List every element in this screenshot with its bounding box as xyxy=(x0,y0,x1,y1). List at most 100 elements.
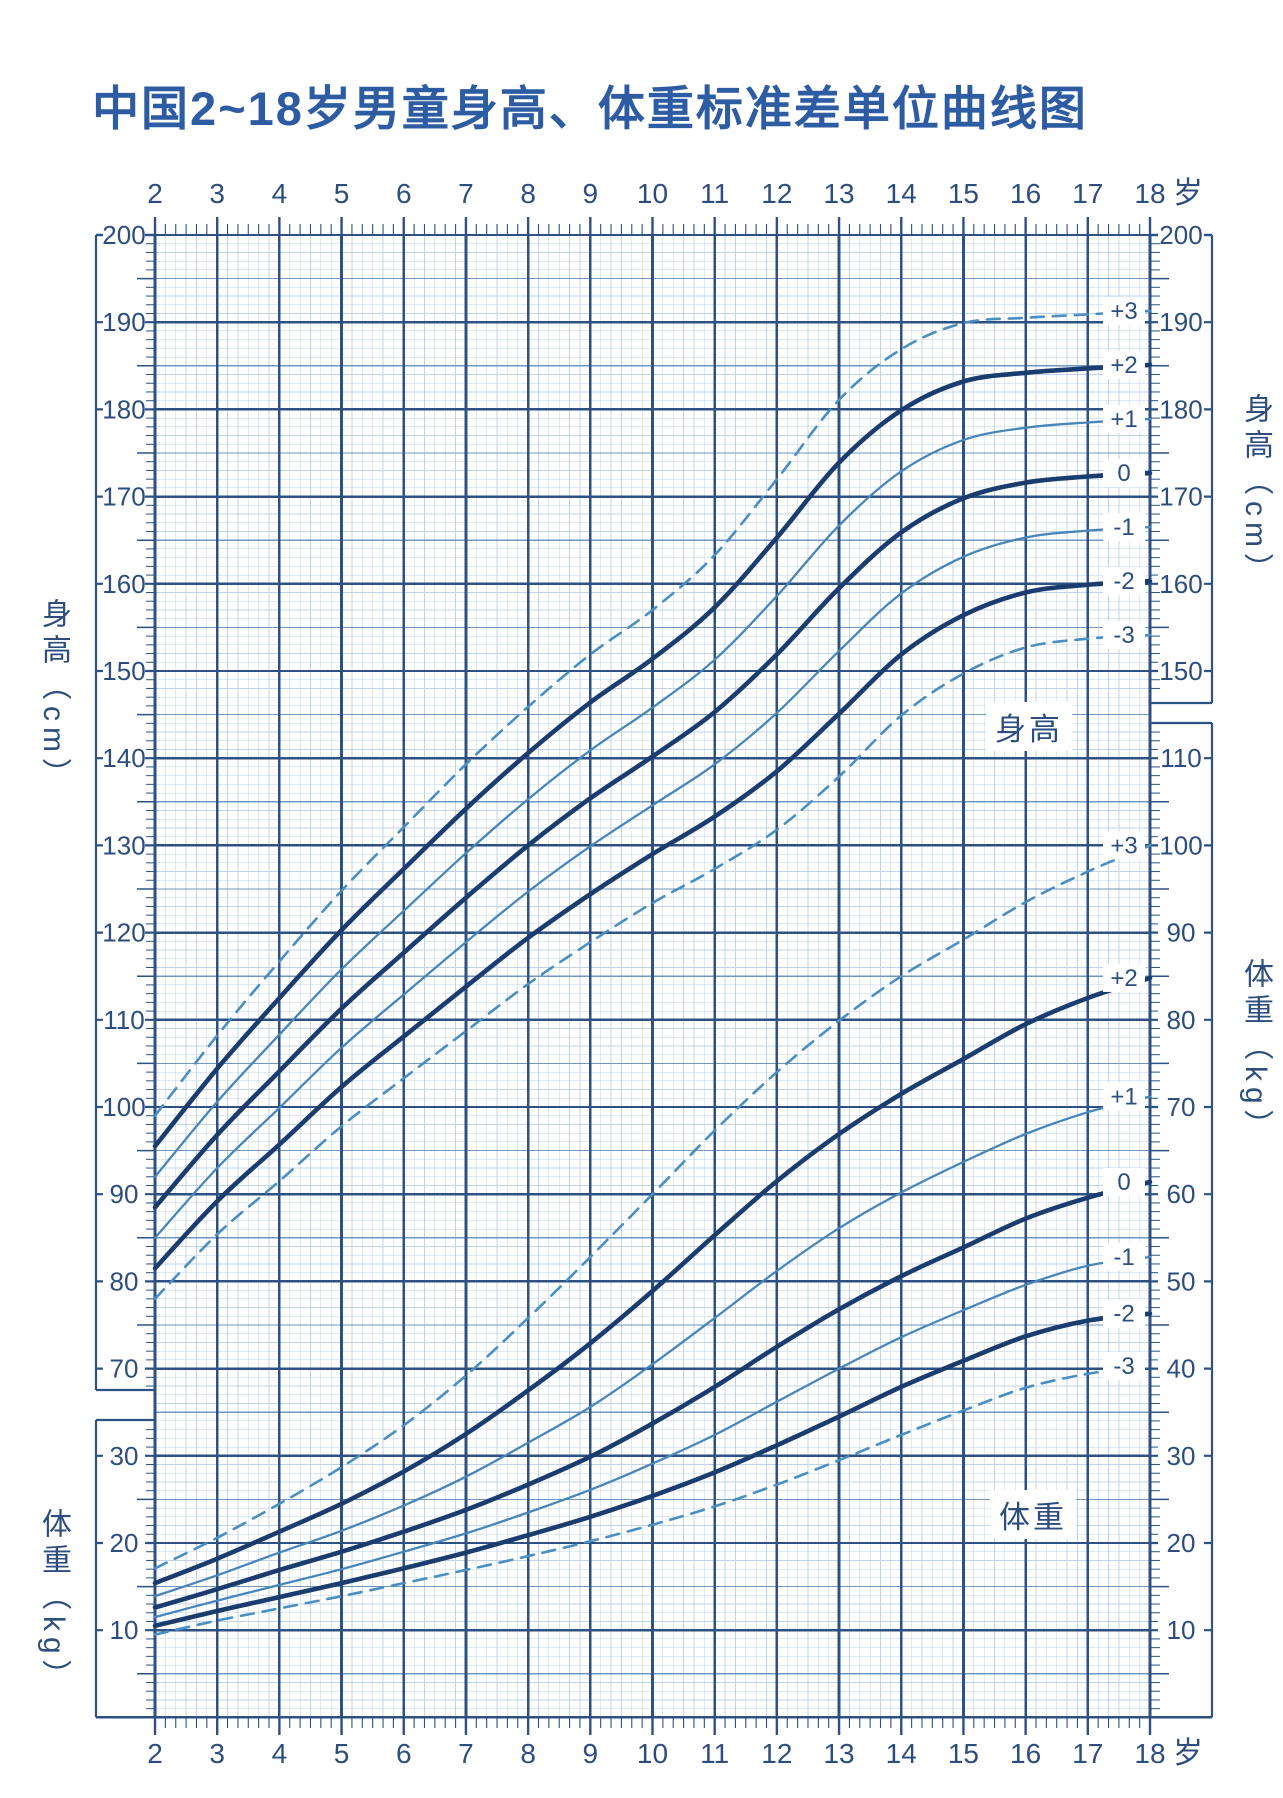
tick-label: 70 xyxy=(1167,1092,1196,1122)
tick-label: +3 xyxy=(1110,832,1137,859)
tick-label: 15 xyxy=(948,178,979,209)
tick-label: 100 xyxy=(102,1092,145,1122)
tick-label: 30 xyxy=(1167,1441,1196,1471)
tick-label: 10 xyxy=(637,1738,668,1769)
tick-label: 30 xyxy=(110,1441,139,1471)
tick-label: 14 xyxy=(886,1738,917,1769)
left-ruler: 200 190 180 170 160 150 140 130 120 110 100 90 80 70 3… xyxy=(94,220,155,1719)
height-curves xyxy=(152,309,1153,1301)
grid xyxy=(96,233,1212,1719)
tick-label: 6 xyxy=(396,178,412,209)
tick-label: 110 xyxy=(1160,743,1201,773)
weight-curve-sd+2 xyxy=(152,975,1153,1586)
sd-label-chip xyxy=(1103,404,1145,433)
tick-label: 17 xyxy=(1072,178,1103,209)
tick-label: 80 xyxy=(1167,1005,1196,1035)
height-curve-sd-1 xyxy=(153,525,1152,1239)
tick-label: 6 xyxy=(396,1738,412,1769)
tick-label: 160 xyxy=(102,569,145,599)
height-curve-sd0 xyxy=(152,470,1153,1210)
tick-label: 160 xyxy=(1159,569,1202,599)
sd-label-chip xyxy=(1103,513,1145,542)
tick-label: 40 xyxy=(1167,1354,1196,1384)
tick-label: 150 xyxy=(102,656,145,686)
height-curves-annotation: 身高 xyxy=(986,702,1072,751)
sd-label-chip xyxy=(1103,831,1145,860)
sd-label-chip xyxy=(1103,963,1145,992)
tick-label: 16 xyxy=(1010,178,1041,209)
tick-label: +1 xyxy=(1110,1084,1137,1111)
tick-label: 9 xyxy=(583,1738,599,1769)
tick-label: 17 xyxy=(1072,1738,1103,1769)
sd-labels: +3 +2 +1 0 -1 -2 -3 +3 +2 +1 0 -1 -2 -3 xyxy=(1103,296,1145,1380)
tick-label: 190 xyxy=(102,307,145,337)
bottom-axis: 2 3 4 5 6 7 8 9 10 11 12 13 14 15 16 17 18 岁 xyxy=(147,1717,1203,1770)
tick-label: 170 xyxy=(102,482,145,512)
tick-label: 16 xyxy=(1010,1738,1041,1769)
tick-label: 5 xyxy=(334,1738,350,1769)
weight-curve-sd-3 xyxy=(153,1364,1152,1636)
tick-label: 11 xyxy=(700,178,729,209)
tick-label: 0 xyxy=(1117,1169,1130,1196)
right-weight-axis-title: 体重（kg） xyxy=(1239,958,1272,1146)
sd-label-chip xyxy=(1103,621,1145,650)
tick-label: 15 xyxy=(948,1738,979,1769)
height-curve-sd+2 xyxy=(152,362,1153,1149)
right-height-axis-title: 身高（cm） xyxy=(1239,393,1272,589)
height-curve-sd-2 xyxy=(152,578,1153,1271)
tick-label: 岁 xyxy=(1173,1737,1203,1770)
sd-label-chip xyxy=(1103,350,1145,379)
page-title: 中国2~18岁男童身高、体重标准差单位曲线图 xyxy=(92,82,1088,135)
tick-label: 90 xyxy=(110,1179,139,1209)
tick-label: 4 xyxy=(272,1738,288,1769)
tick-label: 90 xyxy=(1167,918,1196,948)
weight-curves-annotation: 体重 xyxy=(990,1490,1076,1539)
tick-label: 9 xyxy=(583,178,599,209)
tick-label: 180 xyxy=(1159,394,1202,424)
tick-label: 10 xyxy=(110,1615,139,1645)
sd-label-chip xyxy=(1103,1082,1145,1111)
tick-label: 80 xyxy=(110,1266,139,1296)
tick-label: 8 xyxy=(520,178,536,209)
tick-label: 2 xyxy=(147,1738,163,1769)
tick-label: -2 xyxy=(1113,568,1134,595)
tick-label: 18 xyxy=(1134,1738,1165,1769)
top-axis: 2 3 4 5 6 7 8 9 10 11 12 13 14 15 16 17 18 岁 xyxy=(147,177,1203,235)
tick-label: 60 xyxy=(1167,1179,1196,1209)
weight-curves xyxy=(152,844,1153,1636)
height-curve-sd+1 xyxy=(153,417,1152,1178)
tick-label: 5 xyxy=(334,178,350,209)
left-weight-axis-title: 体重（kg） xyxy=(37,1508,70,1696)
tick-label: 7 xyxy=(458,178,474,209)
tick-label: 12 xyxy=(761,1738,792,1769)
tick-label: -3 xyxy=(1113,622,1134,649)
tick-label: +2 xyxy=(1110,965,1137,992)
tick-label: +1 xyxy=(1110,406,1137,433)
tick-label: 150 xyxy=(1159,656,1202,686)
tick-label: -2 xyxy=(1113,1301,1134,1328)
tick-label: 190 xyxy=(1159,307,1202,337)
tick-label: 200 xyxy=(1159,220,1202,250)
sd-label-chip xyxy=(1103,296,1145,325)
tick-label: 8 xyxy=(520,1738,536,1769)
tick-label: 170 xyxy=(1159,482,1202,512)
tick-label: 70 xyxy=(110,1354,139,1384)
sd-label-chip xyxy=(1103,459,1145,488)
tick-label: 岁 xyxy=(1173,177,1203,210)
weight-curve-sd-1 xyxy=(153,1255,1152,1619)
tick-label: 130 xyxy=(102,830,145,860)
sd-label-chip xyxy=(1103,1242,1145,1271)
height-curve-sd+3 xyxy=(153,309,1152,1117)
weight-curve-sd-2 xyxy=(152,1311,1153,1629)
tick-label: 13 xyxy=(823,1738,854,1769)
tick-label: 50 xyxy=(1167,1266,1196,1296)
tick-label: 180 xyxy=(102,394,145,424)
tick-label: 18 xyxy=(1134,178,1165,209)
tick-label: 120 xyxy=(102,918,145,948)
tick-label: -1 xyxy=(1113,514,1134,541)
tick-label: 4 xyxy=(272,178,288,209)
tick-label: 10 xyxy=(1167,1615,1196,1645)
tick-label: 2 xyxy=(147,178,163,209)
tick-label: 20 xyxy=(1167,1528,1196,1558)
